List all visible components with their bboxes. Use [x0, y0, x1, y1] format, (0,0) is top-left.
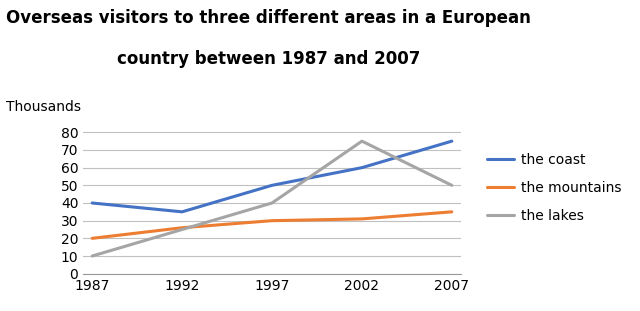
- the coast: [448, 139, 456, 143]
- Text: country between 1987 and 2007: country between 1987 and 2007: [117, 50, 420, 68]
- Line: the lakes: the lakes: [92, 141, 452, 256]
- the mountains: [358, 217, 365, 221]
- Line: the coast: the coast: [92, 141, 452, 212]
- the mountains: [88, 236, 96, 240]
- Legend: the coast, the mountains, the lakes: the coast, the mountains, the lakes: [486, 153, 622, 223]
- the mountains: [268, 219, 276, 223]
- the coast: [268, 183, 276, 187]
- the coast: [88, 201, 96, 205]
- the coast: [179, 210, 186, 214]
- the lakes: [448, 183, 456, 187]
- the lakes: [179, 228, 186, 231]
- the coast: [358, 166, 365, 169]
- Text: Overseas visitors to three different areas in a European: Overseas visitors to three different are…: [6, 9, 531, 27]
- the mountains: [448, 210, 456, 214]
- the lakes: [268, 201, 276, 205]
- the lakes: [88, 254, 96, 258]
- Line: the mountains: the mountains: [92, 212, 452, 238]
- Text: Thousands: Thousands: [6, 100, 81, 114]
- the lakes: [358, 139, 365, 143]
- the mountains: [179, 226, 186, 230]
